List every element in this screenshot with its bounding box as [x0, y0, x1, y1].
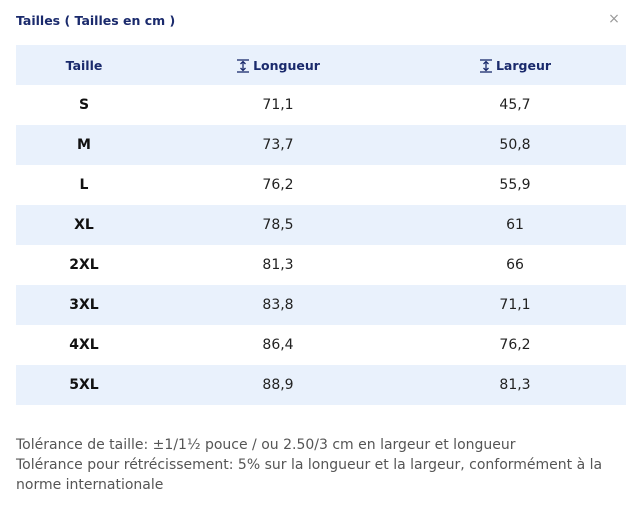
- header-label: Taille: [65, 57, 103, 73]
- table-cell: 3XL: [69, 297, 99, 313]
- header-row: Taille Longueur Largeur: [16, 45, 626, 85]
- header-label: Largeur: [495, 57, 552, 73]
- close-button[interactable]: ×: [608, 11, 620, 27]
- table-row: L 76,2 55,9: [16, 165, 626, 205]
- table-cell: 4XL: [69, 337, 99, 353]
- table-row: S 71,1 45,7: [16, 85, 626, 125]
- table-row: M 73,7 50,8: [16, 125, 626, 165]
- notes: Tolérance de taille: ±1/1½ pouce / ou 2.…: [16, 435, 626, 495]
- table-cell: 5XL: [69, 377, 99, 393]
- table-cell: 86,4: [262, 337, 294, 353]
- table-cell: 76,2: [262, 177, 294, 193]
- note-line: Tolérance pour rétrécissement: 5% sur la…: [16, 457, 603, 493]
- table-cell: 66: [506, 257, 524, 273]
- table-cell: L: [79, 177, 89, 193]
- table-cell: 55,9: [499, 177, 531, 193]
- header-cell: Largeur: [404, 58, 626, 73]
- table-cell: 83,8: [262, 297, 294, 313]
- table-row: XL 78,5 61: [16, 205, 626, 245]
- height-icon: [479, 58, 492, 73]
- table-row: 3XL 83,8 71,1: [16, 285, 626, 325]
- height-icon: [237, 58, 250, 73]
- table-cell: 50,8: [499, 137, 531, 153]
- note-line: Tolérance de taille: ±1/1½ pouce / ou 2.…: [16, 437, 516, 453]
- table-row: 4XL 86,4 76,2: [16, 325, 626, 365]
- header-cell: Taille: [16, 58, 152, 73]
- table-cell: 78,5: [262, 217, 294, 233]
- size-table: Taille Longueur Largeur S 71,1 45,7 M 73,7 50,8 L…: [16, 45, 626, 405]
- table-cell: 45,7: [499, 97, 531, 113]
- table-cell: XL: [74, 217, 94, 233]
- table-cell: 88,9: [262, 377, 294, 393]
- table-cell: 71,1: [262, 97, 294, 113]
- table-cell: 2XL: [69, 257, 99, 273]
- table-cell: S: [78, 97, 90, 113]
- table-cell: 61: [506, 217, 524, 233]
- table-cell: 81,3: [499, 377, 531, 393]
- table-row: 5XL 88,9 81,3: [16, 365, 626, 405]
- modal-title: Tailles ( Tailles en cm ): [16, 13, 176, 28]
- header-cell: Longueur: [152, 58, 404, 73]
- table-cell: 73,7: [262, 137, 294, 153]
- table-cell: M: [77, 137, 91, 153]
- table-cell: 76,2: [499, 337, 531, 353]
- table-row: 2XL 81,3 66: [16, 245, 626, 285]
- header-label: Longueur: [253, 57, 320, 73]
- table-cell: 81,3: [262, 257, 294, 273]
- table-cell: 71,1: [499, 297, 531, 313]
